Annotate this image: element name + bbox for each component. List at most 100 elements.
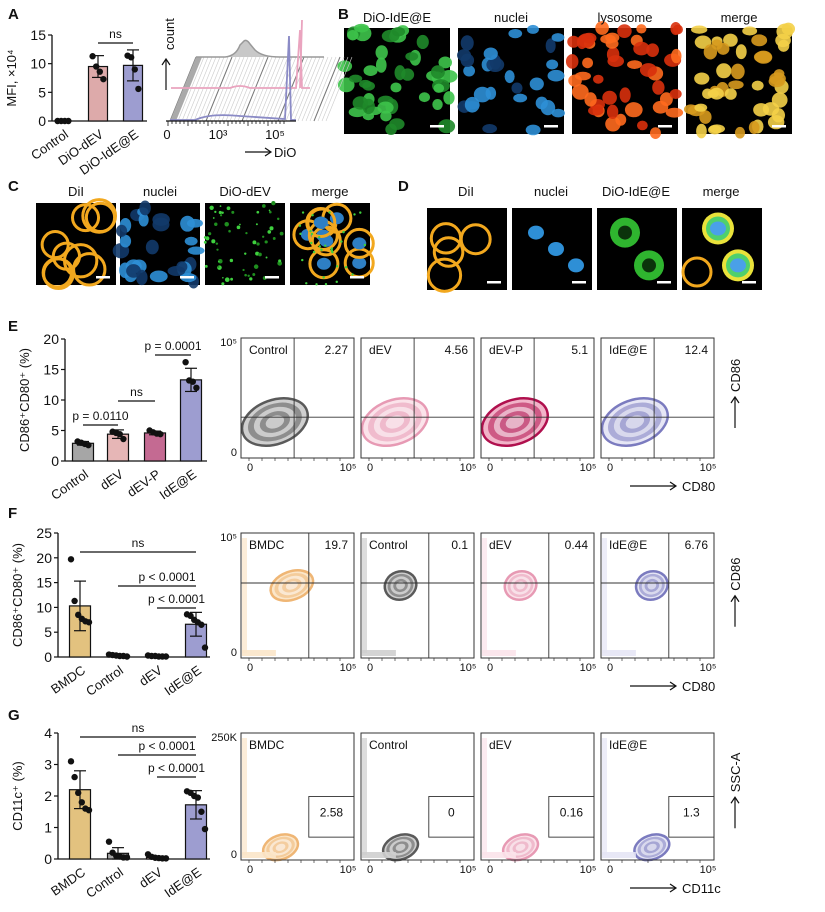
significance-label: ns bbox=[132, 721, 145, 735]
data-point bbox=[120, 435, 127, 443]
y-axis-label: CD86 bbox=[728, 558, 743, 591]
x-tick-label: 10⁵ bbox=[340, 462, 357, 474]
data-point bbox=[71, 597, 78, 605]
flow-plot-bmdc: 19.7 BMDC 0 10⁵ bbox=[240, 532, 356, 674]
data-point bbox=[128, 54, 135, 61]
data-point bbox=[85, 806, 93, 814]
data-point bbox=[157, 430, 164, 438]
scale-bar bbox=[658, 125, 672, 128]
y-axis-label: CD86⁺CD80⁺ (%) bbox=[17, 348, 32, 452]
data-point bbox=[100, 75, 107, 83]
sample-name: dEV bbox=[369, 343, 392, 357]
sample-name: dEV bbox=[489, 738, 512, 752]
sample-name: Control bbox=[249, 343, 288, 357]
micrograph-b-2 bbox=[457, 24, 565, 136]
x-tick-label: dEV-P bbox=[124, 466, 163, 499]
scale-bar bbox=[657, 281, 671, 284]
contour bbox=[515, 843, 526, 851]
significance-label: ns bbox=[132, 536, 145, 550]
micrograph-c-2 bbox=[112, 200, 205, 289]
x-tick-label: 10⁵ bbox=[460, 462, 477, 474]
data-point bbox=[67, 556, 75, 563]
micrograph-b-1 bbox=[337, 23, 458, 135]
data-point bbox=[198, 808, 205, 815]
sample-name: dEV-P bbox=[489, 343, 523, 357]
x-tick-label: 10⁵ bbox=[700, 864, 717, 876]
image-title: DiI bbox=[68, 184, 84, 199]
x-tick-label: IdE@E bbox=[162, 864, 205, 900]
data-point bbox=[162, 653, 170, 660]
y-tick-label: 15 bbox=[30, 27, 46, 43]
y-tick-label: 20 bbox=[36, 550, 52, 566]
x-tick-label: dEV bbox=[136, 864, 165, 891]
image-title: nuclei bbox=[494, 10, 528, 25]
contour bbox=[516, 581, 525, 590]
y-axis-label: MFI, ×10⁴ bbox=[4, 49, 19, 106]
scale-bar bbox=[572, 281, 586, 284]
x-tick-label: 0 bbox=[487, 864, 493, 876]
y-tick-label: 2 bbox=[44, 788, 52, 804]
image-title: nuclei bbox=[143, 184, 177, 199]
x-axis-label: CD11c bbox=[682, 881, 721, 896]
plot-frame bbox=[360, 337, 475, 459]
quadrant-percentage: 5.1 bbox=[571, 343, 588, 357]
data-point bbox=[75, 789, 82, 797]
y-axis-label: CD86 bbox=[728, 359, 743, 392]
x-tick-label: 0 bbox=[247, 662, 253, 674]
histogram-dio-dev bbox=[171, 29, 310, 89]
bar-chart-e: 0 5 10 15 20 CD86⁺CD80⁺ (%) Control dEVdEV-PIdE… bbox=[17, 331, 207, 503]
gate bbox=[668, 796, 715, 838]
scale-bar bbox=[265, 276, 279, 279]
x-tick-label: 10⁵ bbox=[580, 462, 597, 474]
y-tick-label: 0 bbox=[231, 647, 237, 659]
x-tick-label: 10⁵ bbox=[700, 462, 717, 474]
sample-name: BMDC bbox=[249, 738, 285, 752]
scale-bar bbox=[96, 276, 110, 279]
quadrant-percentage: 0.1 bbox=[451, 538, 468, 552]
x-tick-label: Control bbox=[83, 864, 126, 900]
flow-plot-control: 0 Control 0 10⁵ bbox=[360, 732, 477, 876]
contour bbox=[505, 415, 525, 429]
micrograph-c-1 bbox=[36, 198, 118, 291]
x-tick-label: dEV bbox=[136, 662, 165, 689]
flow-plot-ide@e: 6.76 IdE@E 0 10⁵ bbox=[600, 532, 716, 674]
contour bbox=[647, 581, 657, 590]
data-point bbox=[65, 117, 72, 125]
contour bbox=[275, 843, 286, 851]
contour bbox=[625, 415, 645, 429]
data-point bbox=[123, 653, 131, 660]
scale-bar bbox=[487, 281, 501, 284]
flow-plot-control: 2.27 Control 0 10⁵ bbox=[240, 337, 357, 474]
histogram-dio-ide-e bbox=[170, 35, 296, 121]
data-point bbox=[201, 644, 209, 651]
y-tick-label: 5 bbox=[51, 423, 59, 439]
x-tick-label: BMDC bbox=[48, 662, 88, 696]
image-title: nuclei bbox=[534, 184, 568, 199]
contour bbox=[396, 581, 405, 590]
x-tick-label: 0 bbox=[367, 462, 373, 474]
quadrant-percentage: 0.44 bbox=[565, 538, 589, 552]
x-tick-label: 10⁵ bbox=[460, 864, 477, 876]
x-tick-label: 10³ bbox=[209, 127, 228, 142]
y-tick-label: 10 bbox=[36, 599, 52, 615]
significance-label: ns bbox=[109, 27, 122, 41]
data-point bbox=[89, 53, 96, 60]
x-tick-label: 0 bbox=[247, 864, 253, 876]
sample-name: IdE@E bbox=[609, 538, 647, 552]
data-point bbox=[135, 85, 142, 93]
x-tick-label: 0 bbox=[367, 864, 373, 876]
flow-plot-ide@e: 1.3 IdE@E 0 10⁵ bbox=[600, 732, 717, 876]
flow-axes-g: 250K 0 CD11c SSC-A bbox=[211, 732, 743, 896]
quadrant-percentage: 19.7 bbox=[325, 538, 349, 552]
y-tick-label: 0 bbox=[38, 113, 46, 129]
sample-name: dEV bbox=[489, 538, 512, 552]
gate bbox=[428, 796, 475, 838]
y-tick-label: 0 bbox=[231, 447, 237, 459]
data-point bbox=[116, 430, 124, 438]
y-tick-label: 0 bbox=[44, 649, 52, 665]
image-title: DiO-dEV bbox=[219, 184, 271, 199]
flow-plot-dev: 0.44 dEV 0 10⁵ bbox=[480, 532, 596, 674]
data-point bbox=[85, 441, 92, 449]
